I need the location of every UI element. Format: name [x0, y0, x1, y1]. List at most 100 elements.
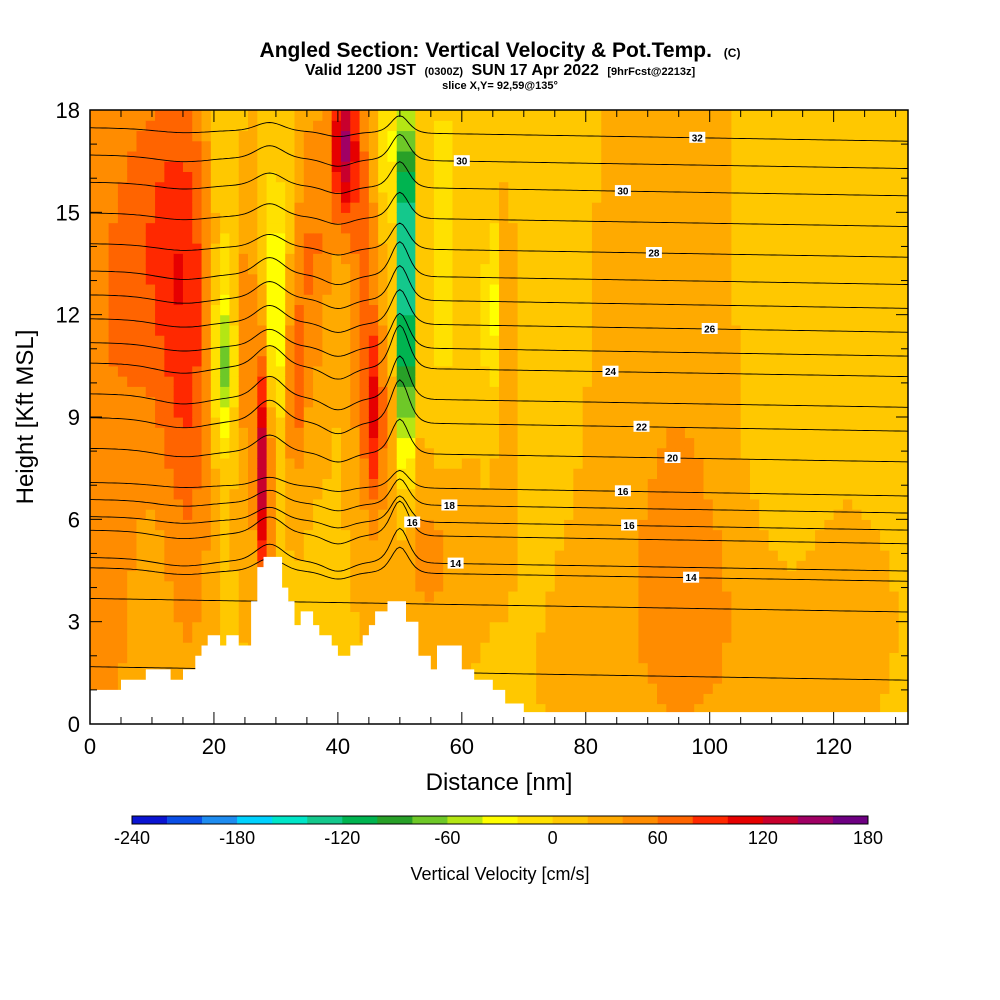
velocity-cell [443, 396, 454, 408]
velocity-cell [740, 631, 751, 643]
velocity-cell [759, 642, 770, 653]
velocity-cell [406, 560, 416, 572]
velocity-cell [471, 191, 482, 203]
velocity-cell [164, 427, 175, 439]
velocity-cell [90, 509, 100, 520]
velocity-cell [127, 355, 138, 367]
velocity-cell [852, 580, 863, 592]
velocity-cell [619, 191, 630, 203]
velocity-cell [294, 171, 305, 183]
velocity-cell [359, 457, 370, 469]
velocity-cell [164, 570, 175, 582]
velocity-cell [647, 693, 658, 705]
velocity-cell [173, 140, 184, 152]
velocity-cell [545, 304, 556, 316]
velocity-cell [238, 202, 249, 213]
velocity-cell [164, 529, 175, 541]
velocity-cell [759, 150, 770, 162]
velocity-cell [666, 191, 677, 203]
velocity-cell [703, 345, 714, 357]
velocity-cell [313, 222, 323, 234]
velocity-cell [248, 447, 258, 459]
velocity-cell [601, 406, 612, 418]
velocity-cell [322, 601, 333, 613]
velocity-cell [545, 519, 556, 531]
velocity-cell [573, 140, 584, 152]
velocity-cell [666, 345, 677, 357]
velocity-cell [805, 263, 816, 275]
velocity-cell [536, 683, 547, 694]
velocity-cell [340, 447, 351, 459]
velocity-cell [108, 488, 119, 500]
velocity-cell [610, 130, 621, 142]
velocity-cell [564, 703, 574, 715]
velocity-cell [517, 365, 528, 377]
velocity-cell [452, 314, 463, 326]
velocity-cell [666, 283, 677, 295]
velocity-cell [136, 110, 147, 121]
velocity-cell [406, 345, 416, 357]
velocity-cell [638, 212, 649, 224]
velocity-cell [517, 417, 528, 428]
velocity-cell [489, 642, 500, 653]
velocity-cell [192, 304, 203, 316]
velocity-cell [833, 161, 844, 172]
velocity-cell [331, 222, 342, 234]
velocity-cell [536, 417, 547, 428]
velocity-cell [824, 437, 835, 449]
velocity-cell [117, 171, 128, 183]
velocity-cell [675, 191, 686, 203]
velocity-cell [396, 570, 407, 582]
velocity-cell [489, 488, 500, 500]
velocity-cell [452, 130, 463, 142]
velocity-cell [554, 283, 565, 295]
velocity-cell [210, 314, 221, 326]
velocity-cell [433, 519, 444, 531]
velocity-cell [722, 590, 732, 602]
velocity-cell [545, 253, 556, 265]
velocity-cell [266, 314, 277, 326]
velocity-cell [517, 550, 528, 561]
velocity-cell [378, 212, 389, 224]
velocity-cell [508, 222, 519, 234]
velocity-cell [675, 396, 686, 408]
velocity-cell [229, 529, 240, 541]
velocity-cell [90, 202, 100, 213]
velocity-cell [824, 130, 835, 142]
velocity-cell [340, 253, 351, 265]
velocity-cell [554, 693, 565, 705]
velocity-cell [657, 662, 667, 674]
velocity-cell [461, 437, 472, 449]
velocity-cell [749, 498, 760, 510]
velocity-cell [833, 570, 844, 582]
velocity-cell [564, 529, 574, 541]
velocity-cell [805, 314, 816, 326]
velocity-cell [591, 498, 602, 510]
velocity-cell [712, 447, 723, 459]
velocity-cell [499, 406, 509, 418]
velocity-cell [108, 263, 119, 275]
velocity-cell [657, 304, 667, 316]
velocity-cell [480, 631, 491, 643]
velocity-cell [117, 427, 128, 439]
velocity-cell [787, 417, 798, 428]
velocity-cell [610, 345, 621, 357]
velocity-cell [303, 324, 314, 336]
velocity-cell [99, 611, 110, 623]
velocity-cell [396, 468, 407, 479]
velocity-cell [257, 263, 268, 275]
velocity-cell [396, 488, 407, 500]
velocity-cell [108, 120, 119, 132]
velocity-cell [787, 611, 798, 623]
velocity-cell [610, 601, 621, 613]
velocity-cell [591, 437, 602, 449]
velocity-cell [684, 683, 695, 694]
velocity-cell [303, 283, 314, 295]
velocity-cell [275, 457, 286, 469]
velocity-cell [694, 110, 705, 121]
velocity-cell [564, 642, 574, 653]
velocity-cell [350, 181, 361, 193]
velocity-cell [796, 652, 807, 664]
velocity-cell [657, 590, 667, 602]
velocity-cell [787, 590, 798, 602]
